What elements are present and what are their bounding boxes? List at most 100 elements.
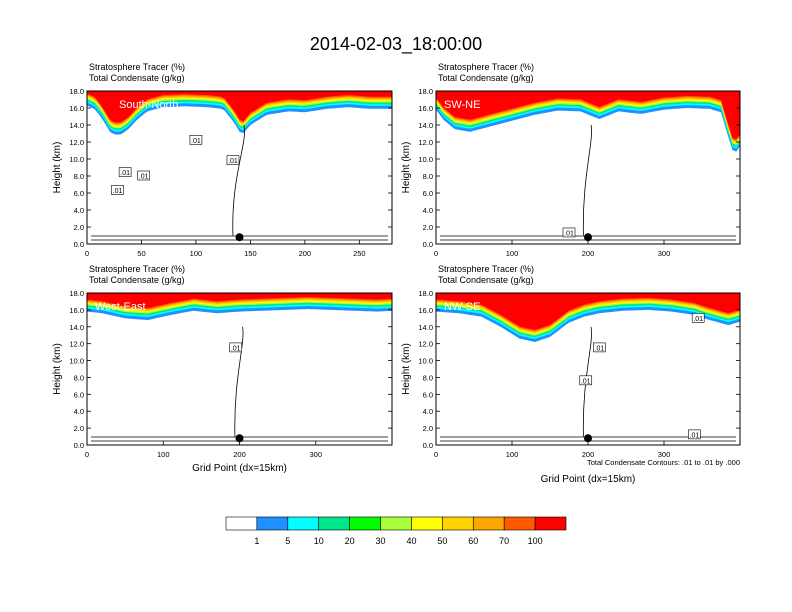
colorbar-swatch [411, 516, 443, 531]
contour-label-box [691, 313, 705, 323]
y-axis-label: Height (km) [52, 343, 63, 395]
colorbar-swatch [225, 516, 258, 531]
colorbar-swatch [380, 516, 412, 531]
contour-label: .01 [191, 138, 201, 145]
x-tick-label: 300 [658, 450, 671, 459]
contour-label-box [137, 170, 150, 181]
y-axis-label: Height (km) [401, 142, 412, 194]
y-axis-label: Height (km) [401, 343, 412, 395]
y-tick-label: 10.0 [69, 357, 84, 366]
colorbar-swatch [534, 516, 567, 531]
tracer-field [87, 293, 392, 320]
panel-title-line: Stratosphere Tracer (%) [89, 264, 185, 274]
y-tick-label: 4.0 [423, 206, 433, 215]
y-tick-label: 0.0 [423, 240, 433, 249]
colorbar-swatch [256, 516, 289, 531]
y-tick-label: 6.0 [423, 189, 433, 198]
x-tick-label: 250 [353, 249, 366, 258]
panel-south-north: .01 .01 .01 .01 .01 South-North 0.0 2.0 4.0 6.0 8.… [52, 62, 393, 258]
panel-title-line: Total Condensate (g/kg) [89, 73, 185, 83]
y-tick-label: 6.0 [74, 390, 84, 399]
tracer-field [436, 91, 740, 152]
contour-label-box [189, 135, 203, 145]
y-tick-label: 8.0 [423, 373, 433, 382]
y-axis-label: Height (km) [52, 142, 63, 194]
contour-label: .01 [690, 432, 700, 439]
y-tick-label: 18.0 [69, 289, 84, 298]
y-tick-label: 16.0 [418, 306, 433, 315]
y-tick-label: 2.0 [74, 424, 84, 433]
contour-line-cloud [234, 326, 244, 437]
y-tick-label: 0.0 [74, 441, 84, 450]
x-tick-label: 200 [299, 249, 312, 258]
panel-title-line: Stratosphere Tracer (%) [438, 62, 534, 72]
colorbar-swatch [349, 516, 381, 531]
y-tick-label: 0.0 [423, 441, 433, 450]
contour-label-box [118, 167, 132, 177]
y-tick-label: 12.0 [418, 138, 433, 147]
contour-label: .01 [595, 345, 605, 352]
contour-footnote: Total Condensate Contours: .01 to .01 by… [587, 458, 740, 467]
contour-label-box [688, 429, 701, 440]
colorbar-swatch [503, 516, 536, 531]
panel-title-line: Total Condensate (g/kg) [89, 275, 185, 285]
contour-label-box [229, 342, 242, 353]
x-tick-label: 300 [309, 450, 322, 459]
contour-label-box [593, 342, 606, 353]
colorbar: 1 5 10 20 30 40 50 60 70 100 [225, 516, 567, 546]
y-tick-label: 4.0 [74, 407, 84, 416]
x-tick-label: 50 [137, 249, 145, 258]
colorbar-label: 70 [499, 536, 509, 546]
contour-label-box [226, 155, 240, 165]
y-tick-label: 10.0 [418, 357, 433, 366]
colorbar-label: 20 [345, 536, 355, 546]
y-tick-label: 14.0 [418, 121, 433, 130]
contour-line-cloud [582, 124, 592, 236]
x-tick-label: 0 [85, 249, 89, 258]
y-tick-label: 2.0 [423, 223, 433, 232]
tracer-band-9 [87, 91, 392, 123]
tracer-field [436, 293, 740, 342]
section-label: West-East [95, 301, 146, 313]
panel-title-line: Total Condensate (g/kg) [438, 73, 534, 83]
x-tick-label: 200 [582, 249, 595, 258]
colorbar-label: 30 [376, 536, 386, 546]
y-tick-label: 4.0 [423, 407, 433, 416]
tracer-band-9 [436, 91, 740, 140]
x-axis-label: Grid Point (dx=15km) [192, 463, 287, 474]
plot-frame [86, 90, 393, 245]
y-tick-label: 10.0 [418, 155, 433, 164]
x-tick-label: 200 [233, 450, 246, 459]
colorbar-label: 60 [468, 536, 478, 546]
contour-line-cloud [582, 326, 592, 437]
x-tick-label: 100 [190, 249, 203, 258]
y-tick-label: 12.0 [69, 138, 84, 147]
contour-label: .01 [139, 174, 149, 181]
y-tick-label: 10.0 [69, 155, 84, 164]
location-marker [235, 233, 244, 242]
y-tick-label: 14.0 [69, 121, 84, 130]
colorbar-swatch [287, 516, 320, 531]
location-marker [235, 434, 244, 443]
colorbar-label: 40 [406, 536, 416, 546]
x-tick-label: 0 [434, 249, 438, 258]
contour-label: .01 [581, 378, 591, 385]
colorbar-swatch [442, 516, 474, 531]
y-tick-label: 14.0 [69, 323, 84, 332]
contour-label-box [579, 375, 593, 386]
x-tick-label: 300 [658, 249, 671, 258]
location-marker [584, 434, 592, 443]
colorbar-label: 100 [528, 536, 543, 546]
x-tick-label: 100 [157, 450, 170, 459]
y-tick-label: 18.0 [69, 87, 84, 96]
x-tick-label: 100 [506, 249, 519, 258]
contour-label: .01 [231, 345, 241, 352]
colorbar-swatch [318, 516, 350, 531]
y-tick-label: 0.0 [74, 240, 84, 249]
y-tick-label: 18.0 [418, 289, 433, 298]
colorbar-label: 50 [437, 536, 447, 546]
panel-title-line: Total Condensate (g/kg) [438, 275, 534, 285]
contour-label: .01 [693, 316, 703, 323]
y-tick-label: 8.0 [74, 172, 84, 181]
